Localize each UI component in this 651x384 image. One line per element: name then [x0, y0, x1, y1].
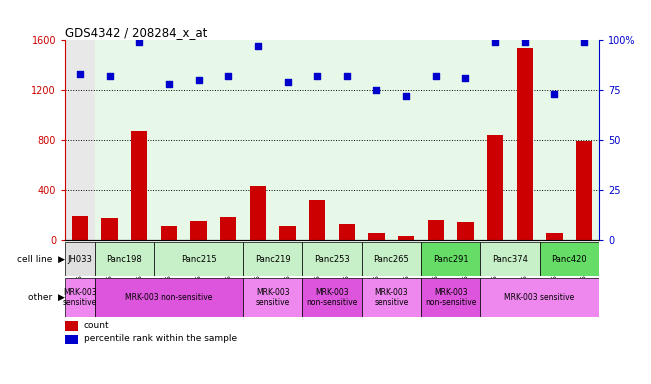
Bar: [540, 242, 599, 276]
Text: Panc265: Panc265: [374, 255, 409, 264]
Text: Panc291: Panc291: [433, 255, 469, 264]
Text: MRK-003 sensitive: MRK-003 sensitive: [505, 293, 575, 302]
Bar: [279, 226, 296, 240]
Point: [490, 39, 501, 45]
Bar: [102, 218, 118, 240]
Point: [549, 91, 560, 97]
Bar: [243, 40, 302, 240]
Bar: [398, 236, 414, 240]
Bar: [154, 242, 243, 276]
Bar: [243, 278, 302, 317]
Bar: [421, 242, 480, 276]
Bar: [302, 278, 362, 317]
Point: [163, 81, 174, 87]
Bar: [362, 40, 421, 240]
Point: [312, 73, 322, 79]
Point: [193, 77, 204, 83]
Point: [579, 39, 589, 45]
Bar: [243, 242, 302, 276]
Text: MRK-003
sensitive: MRK-003 sensitive: [256, 288, 290, 307]
Bar: [190, 221, 207, 240]
Text: Panc219: Panc219: [255, 255, 290, 264]
Text: percentile rank within the sample: percentile rank within the sample: [84, 334, 237, 343]
Bar: [339, 224, 355, 240]
Point: [401, 93, 411, 99]
Point: [75, 71, 85, 77]
Text: cell line  ▶: cell line ▶: [17, 255, 65, 264]
Text: MRK-003
sensitive: MRK-003 sensitive: [374, 288, 408, 307]
Bar: [546, 233, 562, 240]
Bar: [368, 233, 385, 240]
Text: other  ▶: other ▶: [28, 293, 65, 302]
Bar: [95, 242, 154, 276]
Point: [371, 87, 381, 93]
Bar: [362, 278, 421, 317]
Bar: [576, 141, 592, 240]
Text: count: count: [84, 321, 109, 330]
Point: [223, 73, 234, 79]
Bar: [65, 278, 95, 317]
Bar: [487, 135, 503, 240]
Bar: [220, 217, 236, 240]
Bar: [65, 335, 79, 344]
Point: [430, 73, 441, 79]
Bar: [95, 40, 154, 240]
Bar: [540, 40, 599, 240]
Point: [134, 39, 145, 45]
Bar: [428, 220, 444, 240]
Bar: [131, 131, 147, 240]
Bar: [302, 40, 362, 240]
Bar: [72, 216, 88, 240]
Point: [342, 73, 352, 79]
Bar: [517, 48, 533, 240]
Bar: [480, 242, 540, 276]
Bar: [421, 40, 480, 240]
Text: Panc374: Panc374: [492, 255, 528, 264]
Text: MRK-003 non-sensitive: MRK-003 non-sensitive: [125, 293, 213, 302]
Text: JH033: JH033: [68, 255, 92, 264]
Bar: [65, 321, 79, 331]
Bar: [480, 40, 540, 240]
Text: Panc253: Panc253: [314, 255, 350, 264]
Point: [104, 73, 115, 79]
Bar: [421, 278, 480, 317]
Text: Panc420: Panc420: [551, 255, 587, 264]
Bar: [362, 242, 421, 276]
Bar: [161, 226, 177, 240]
Text: GDS4342 / 208284_x_at: GDS4342 / 208284_x_at: [65, 26, 208, 39]
Text: MRK-003
sensitive: MRK-003 sensitive: [62, 288, 97, 307]
Point: [253, 43, 263, 50]
Point: [519, 39, 530, 45]
Bar: [95, 278, 243, 317]
Text: MRK-003
non-sensitive: MRK-003 non-sensitive: [425, 288, 477, 307]
Bar: [250, 186, 266, 240]
Bar: [480, 278, 599, 317]
Bar: [154, 40, 243, 240]
Bar: [302, 242, 362, 276]
Bar: [309, 200, 326, 240]
Bar: [65, 242, 95, 276]
Bar: [457, 222, 474, 240]
Point: [283, 79, 293, 85]
Text: Panc215: Panc215: [181, 255, 216, 264]
Text: Panc198: Panc198: [107, 255, 143, 264]
Text: MRK-003
non-sensitive: MRK-003 non-sensitive: [307, 288, 357, 307]
Bar: [65, 40, 95, 240]
Point: [460, 75, 471, 81]
